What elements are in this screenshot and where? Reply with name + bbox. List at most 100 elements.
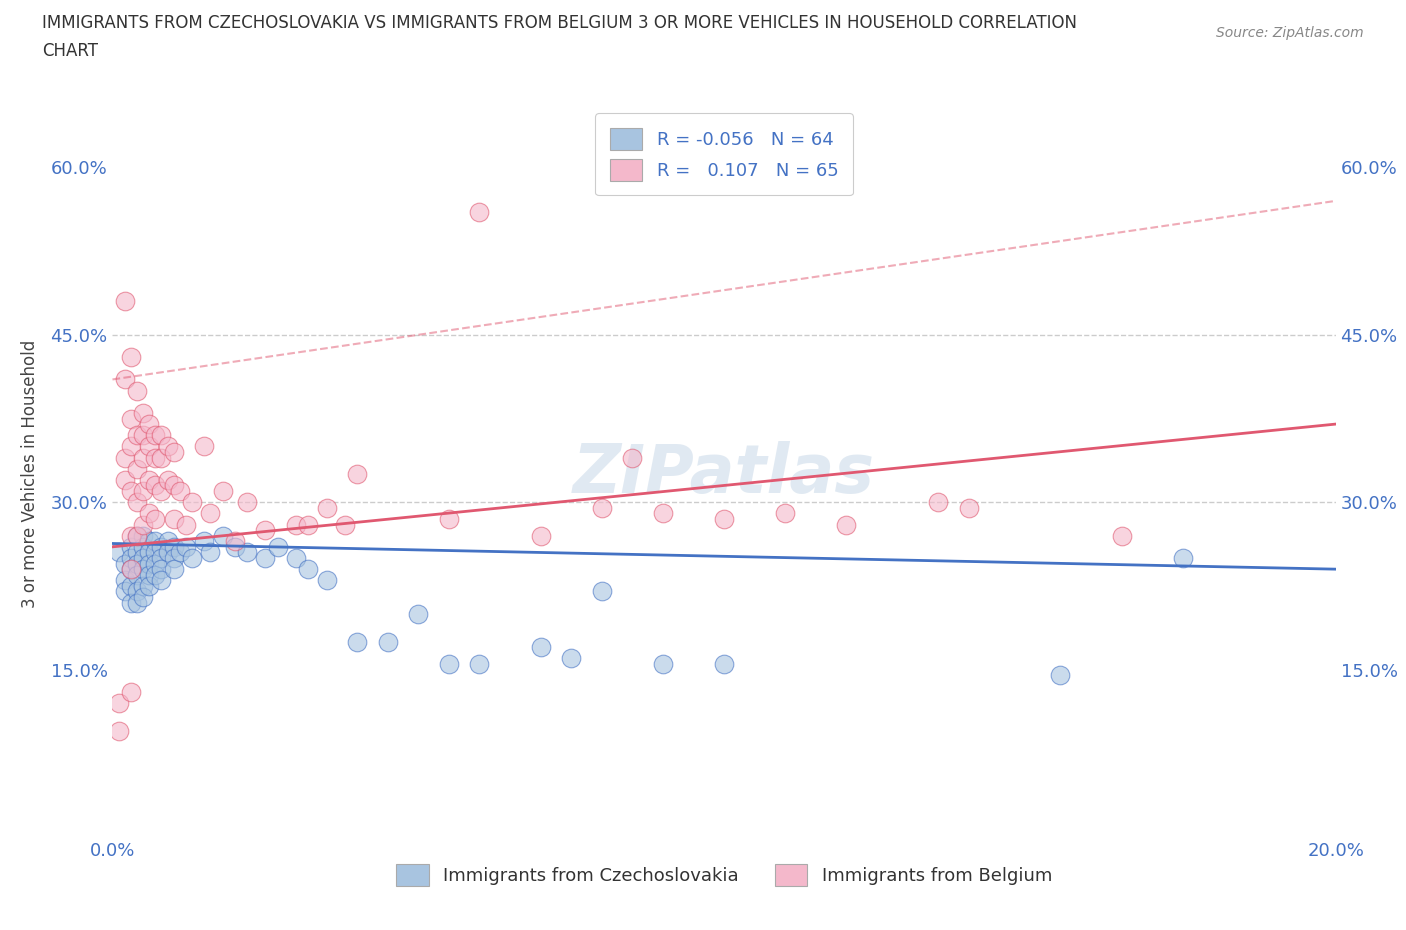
Text: Source: ZipAtlas.com: Source: ZipAtlas.com: [1216, 26, 1364, 40]
Point: [591, 500, 613, 515]
Point: [132, 405, 155, 420]
Point: [163, 562, 186, 577]
Point: [125, 461, 148, 476]
Point: [132, 428, 155, 443]
Point: [114, 556, 136, 571]
Point: [150, 573, 173, 588]
Point: [143, 512, 166, 526]
Point: [377, 634, 399, 649]
Point: [125, 528, 148, 543]
Point: [120, 578, 142, 593]
Point: [125, 383, 148, 398]
Point: [591, 584, 613, 599]
Point: [156, 534, 179, 549]
Point: [125, 556, 148, 571]
Point: [114, 573, 136, 588]
Point: [138, 534, 160, 549]
Point: [107, 545, 129, 560]
Point: [132, 590, 155, 604]
Point: [156, 472, 179, 487]
Text: ZIPatlas: ZIPatlas: [574, 442, 875, 507]
Point: [132, 578, 155, 593]
Point: [266, 539, 288, 554]
Point: [120, 551, 142, 565]
Point: [927, 495, 949, 510]
Point: [200, 506, 222, 521]
Point: [138, 567, 160, 582]
Point: [120, 528, 142, 543]
Point: [120, 411, 142, 426]
Point: [468, 657, 491, 671]
Point: [143, 450, 166, 465]
Point: [138, 506, 160, 521]
Point: [114, 372, 136, 387]
Y-axis label: 3 or more Vehicles in Household: 3 or more Vehicles in Household: [21, 340, 39, 608]
Point: [163, 478, 186, 493]
Text: IMMIGRANTS FROM CZECHOSLOVAKIA VS IMMIGRANTS FROM BELGIUM 3 OR MORE VEHICLES IN : IMMIGRANTS FROM CZECHOSLOVAKIA VS IMMIGR…: [42, 14, 1077, 32]
Point: [835, 517, 858, 532]
Point: [236, 545, 259, 560]
Point: [143, 567, 166, 582]
Point: [468, 205, 491, 219]
Point: [254, 523, 277, 538]
Point: [775, 506, 797, 521]
Point: [120, 562, 142, 577]
Point: [1049, 668, 1071, 683]
Point: [163, 539, 186, 554]
Point: [120, 350, 142, 365]
Point: [138, 417, 160, 432]
Point: [1171, 551, 1194, 565]
Point: [957, 500, 980, 515]
Point: [315, 573, 337, 588]
Point: [156, 439, 179, 454]
Point: [138, 556, 160, 571]
Point: [138, 439, 160, 454]
Point: [408, 606, 430, 621]
Point: [211, 484, 233, 498]
Point: [560, 651, 582, 666]
Point: [346, 467, 368, 482]
Point: [284, 517, 308, 532]
Point: [114, 584, 136, 599]
Point: [181, 551, 204, 565]
Point: [150, 551, 173, 565]
Point: [236, 495, 259, 510]
Point: [174, 539, 197, 554]
Point: [150, 428, 173, 443]
Point: [125, 428, 148, 443]
Point: [437, 657, 460, 671]
Point: [143, 545, 166, 560]
Point: [156, 545, 179, 560]
Point: [120, 439, 142, 454]
Point: [143, 556, 166, 571]
Point: [174, 517, 197, 532]
Point: [132, 528, 155, 543]
Point: [1111, 528, 1133, 543]
Point: [132, 562, 155, 577]
Point: [120, 595, 142, 610]
Point: [200, 545, 222, 560]
Point: [114, 450, 136, 465]
Point: [143, 478, 166, 493]
Point: [120, 539, 142, 554]
Point: [150, 450, 173, 465]
Point: [150, 562, 173, 577]
Point: [621, 450, 644, 465]
Point: [143, 534, 166, 549]
Point: [713, 657, 735, 671]
Point: [138, 578, 160, 593]
Point: [125, 584, 148, 599]
Point: [138, 472, 160, 487]
Point: [107, 696, 129, 711]
Point: [211, 528, 233, 543]
Point: [224, 534, 246, 549]
Point: [169, 484, 191, 498]
Point: [132, 539, 155, 554]
Point: [254, 551, 277, 565]
Point: [169, 545, 191, 560]
Point: [143, 428, 166, 443]
Point: [125, 495, 148, 510]
Point: [193, 439, 215, 454]
Point: [163, 551, 186, 565]
Point: [125, 545, 148, 560]
